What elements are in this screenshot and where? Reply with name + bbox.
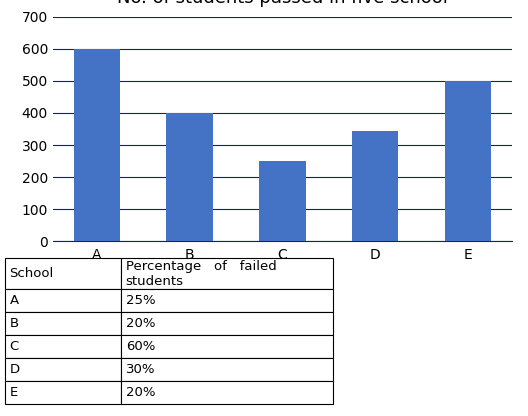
Text: B: B	[10, 317, 18, 330]
Bar	[5, 258, 121, 289]
Title: No. of students passed in five school: No. of students passed in five school	[117, 0, 448, 7]
Bar	[166, 113, 213, 241]
Text: School: School	[10, 267, 54, 280]
Text: E: E	[10, 386, 18, 399]
Bar	[5, 381, 121, 404]
Bar	[5, 358, 121, 381]
Bar	[121, 335, 333, 358]
Bar	[5, 312, 121, 335]
Bar	[121, 258, 333, 289]
Bar	[74, 49, 120, 241]
Text: 60%: 60%	[126, 340, 155, 353]
Bar	[121, 381, 333, 404]
Text: Percentage   of   failed
students: Percentage of failed students	[126, 260, 277, 287]
Text: 20%: 20%	[126, 317, 155, 330]
Bar	[259, 161, 306, 241]
Bar	[121, 312, 333, 335]
Text: C: C	[10, 340, 19, 353]
Text: 25%: 25%	[126, 294, 155, 307]
Bar	[5, 289, 121, 312]
Text: A: A	[10, 294, 18, 307]
Text: 30%: 30%	[126, 363, 155, 376]
Text: 20%: 20%	[126, 386, 155, 399]
Bar	[445, 81, 491, 241]
Bar	[121, 289, 333, 312]
Bar	[121, 358, 333, 381]
Text: D: D	[10, 363, 20, 376]
Bar	[5, 335, 121, 358]
Bar	[352, 131, 399, 241]
